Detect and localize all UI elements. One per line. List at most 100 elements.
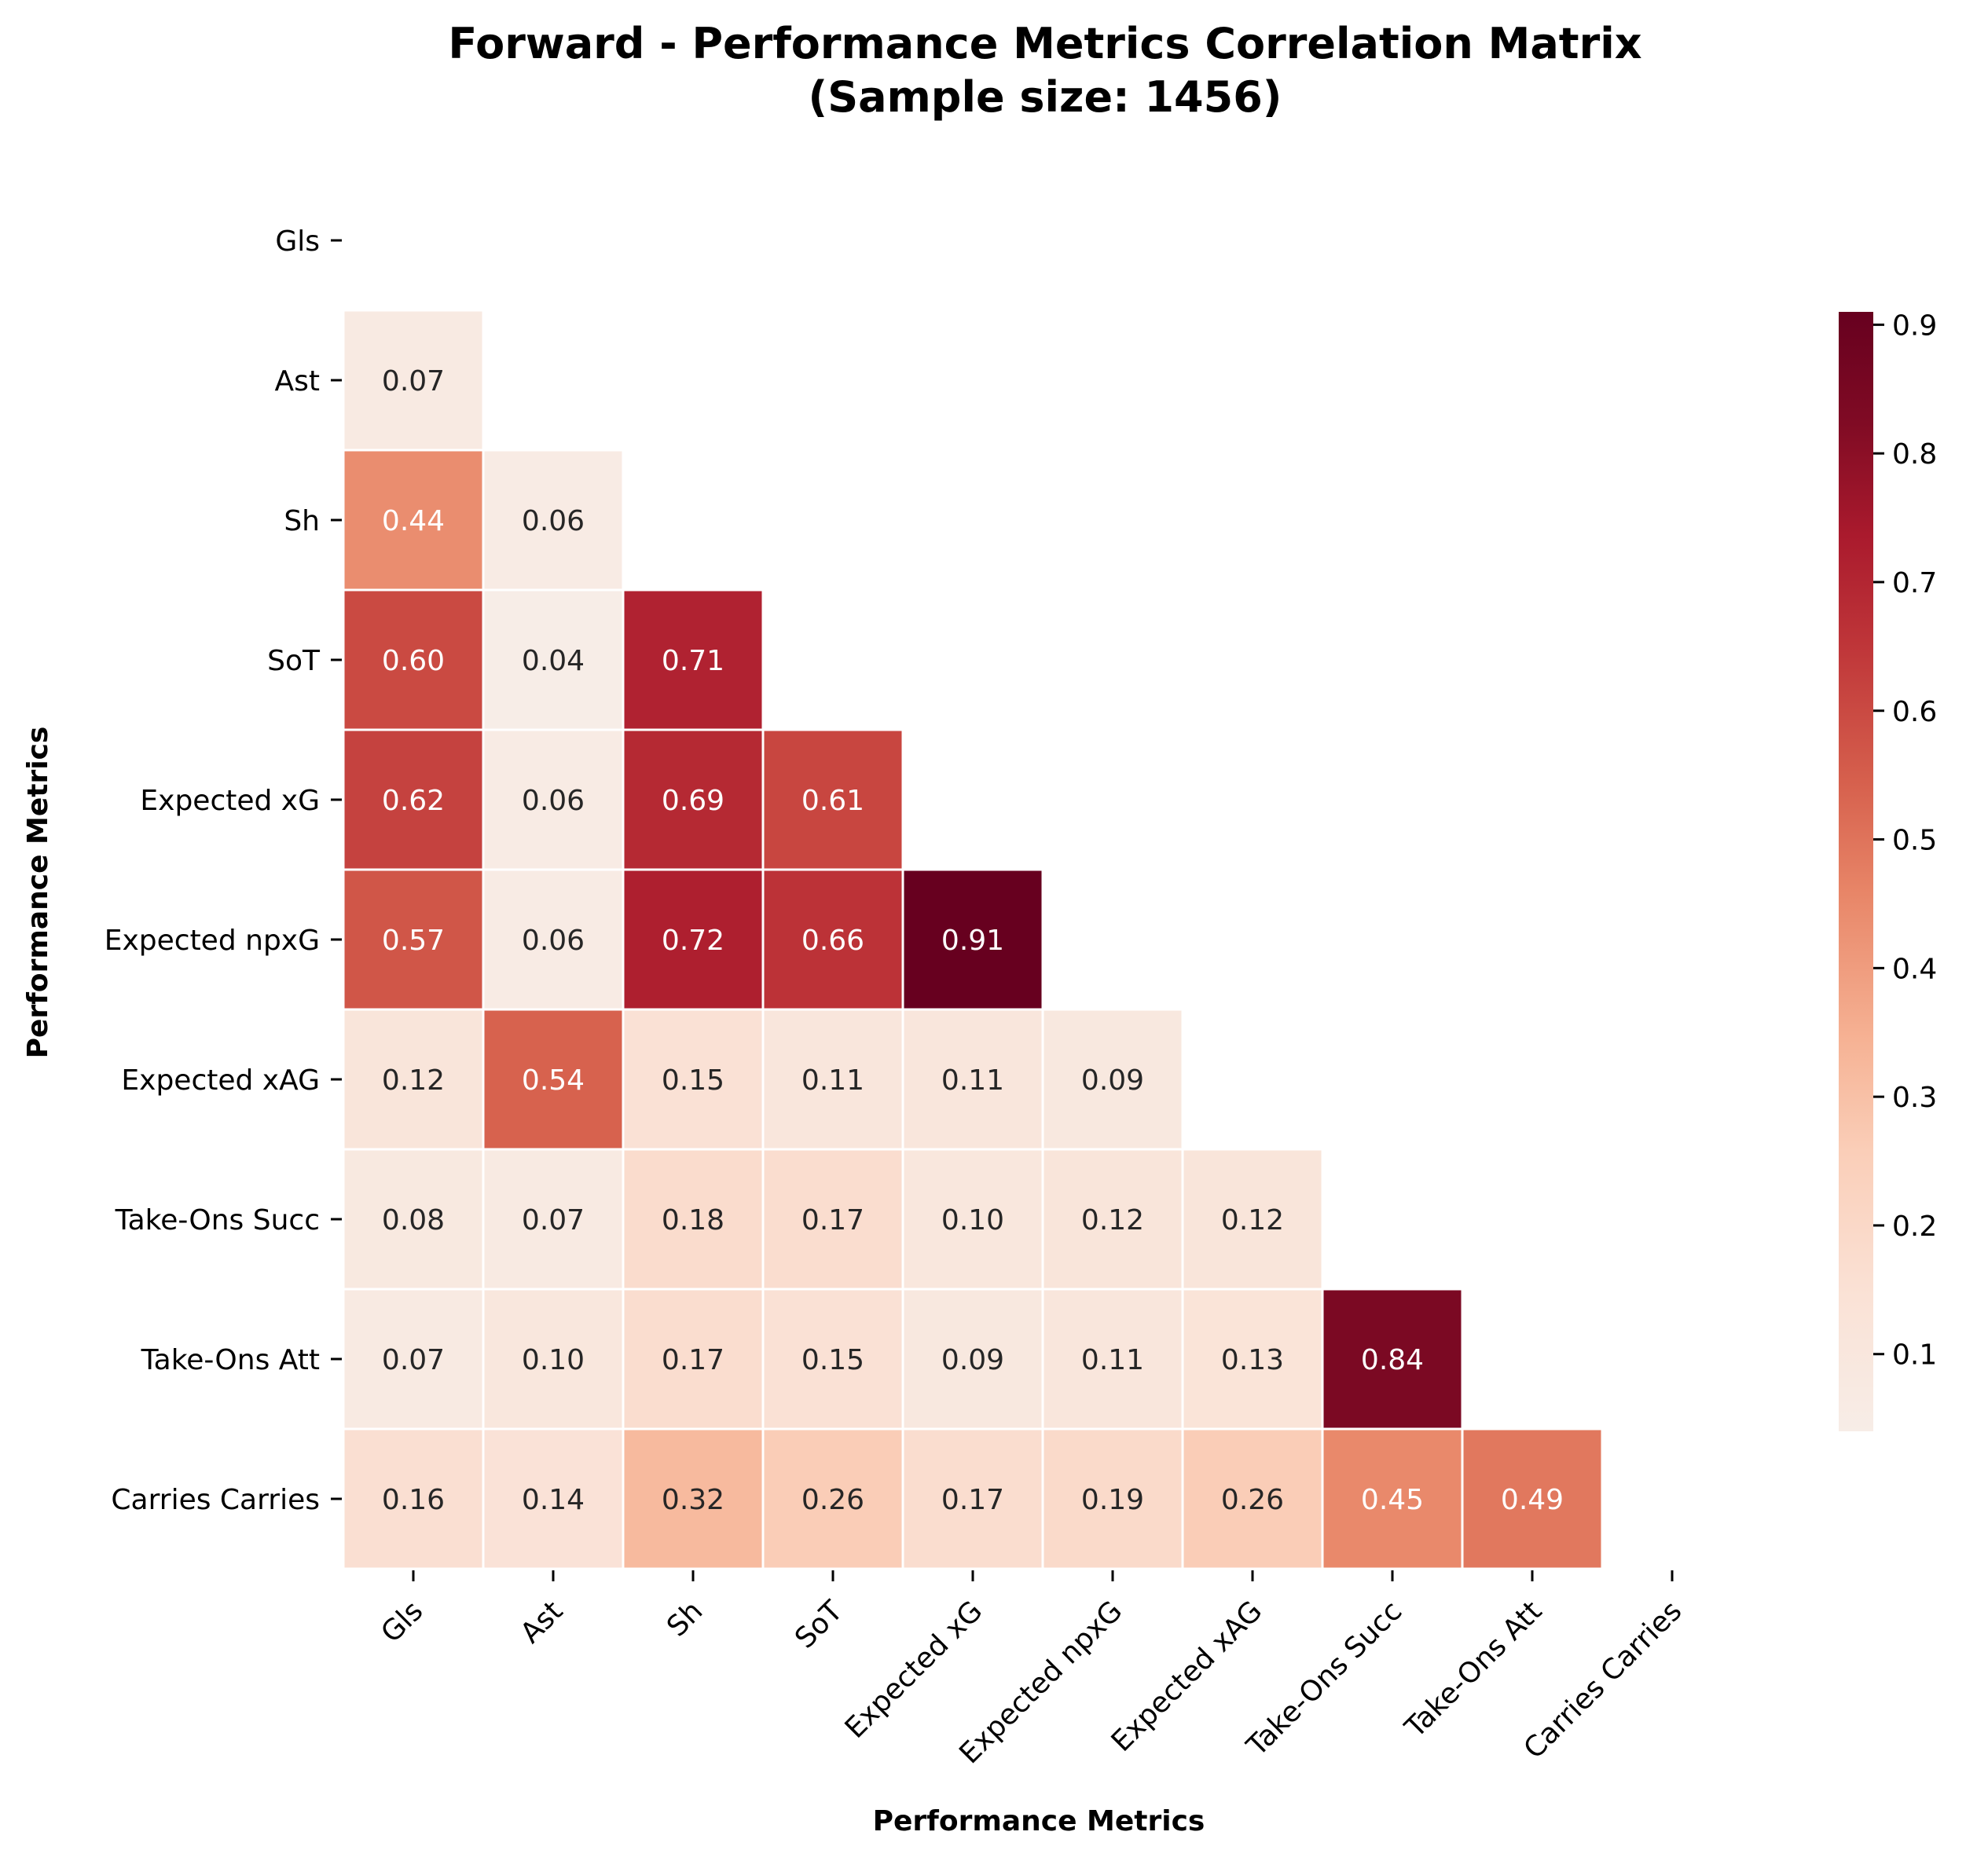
cell-value-label: 0.07 (522, 1204, 585, 1236)
heatmap-cells (342, 309, 1604, 1570)
cell-value-label: 0.09 (941, 1344, 1004, 1376)
heatmap-cell (482, 1427, 625, 1570)
heatmap-cell (761, 1148, 904, 1291)
y-tick-label: Expected xG (140, 785, 320, 817)
heatmap-cell (1041, 1008, 1184, 1151)
y-tick-label: Carries Carries (111, 1484, 320, 1516)
y-axis-title: Performance Metrics (22, 727, 54, 1059)
heatmap-cell (901, 1427, 1044, 1570)
y-tick-label: Ast (275, 365, 321, 397)
cell-value-label: 0.13 (1221, 1344, 1284, 1376)
cell-value-label: 0.11 (941, 1064, 1004, 1097)
heatmap-cell (1041, 1427, 1184, 1570)
cell-value-label: 0.17 (941, 1484, 1004, 1516)
cell-value-label: 0.11 (1081, 1344, 1144, 1376)
cell-value-label: 0.60 (382, 645, 445, 677)
cell-value-label: 0.04 (522, 645, 585, 677)
colorbar-tick-label: 0.7 (1892, 567, 1937, 599)
colorbar-tick-label: 0.9 (1892, 310, 1937, 342)
cell-value-label: 0.61 (801, 785, 864, 817)
cell-value-label: 0.62 (382, 785, 445, 817)
cell-value-label: 0.44 (382, 505, 445, 537)
colorbar-tick-label: 0.4 (1892, 953, 1937, 985)
cell-value-label: 0.84 (1361, 1344, 1424, 1376)
cell-value-label: 0.32 (662, 1484, 724, 1516)
x-tick-label: Sh (661, 1595, 709, 1643)
cell-value-label: 0.54 (522, 1064, 585, 1097)
cell-value-label: 0.17 (801, 1204, 864, 1236)
heatmap-cell (761, 728, 904, 871)
colorbar-tick-label: 0.6 (1892, 696, 1937, 728)
y-tick-label: Expected xAG (121, 1064, 320, 1097)
heatmap-cell (482, 728, 625, 871)
heatmap-cell (342, 1288, 485, 1431)
cell-value-label: 0.15 (662, 1064, 724, 1097)
cell-value-label: 0.71 (662, 645, 724, 677)
colorbar-tick-label: 0.1 (1892, 1339, 1937, 1372)
y-tick-label: Expected npxG (105, 925, 320, 957)
heatmap-cell (622, 588, 765, 731)
colorbar-tick-label: 0.3 (1892, 1082, 1937, 1114)
heatmap-cell (482, 449, 625, 592)
cell-value-label: 0.91 (941, 925, 1004, 957)
heatmap-cell (1181, 1427, 1324, 1570)
heatmap-cell (622, 1008, 765, 1151)
colorbar-gradient (1839, 312, 1873, 1431)
cell-value-label: 0.69 (662, 785, 724, 817)
heatmap-cell (482, 868, 625, 1011)
x-tick-label: Gls (375, 1595, 429, 1649)
cell-value-label: 0.06 (522, 925, 585, 957)
cell-value-label: 0.12 (1081, 1204, 1144, 1236)
heatmap-cell (482, 1008, 625, 1151)
x-axis-title: Performance Metrics (873, 1805, 1205, 1837)
heatmap-cell (342, 1008, 485, 1151)
x-tick-label: Take-Ons Att (1399, 1595, 1548, 1744)
heatmap-cell (482, 1148, 625, 1291)
cell-value-label: 0.14 (522, 1484, 585, 1516)
y-tick-label: Take-Ons Att (141, 1344, 320, 1376)
cell-value-label: 0.49 (1501, 1484, 1564, 1516)
y-tick-label: Gls (275, 225, 320, 258)
colorbar: 0.1 0.2 0.3 0.4 0.5 0.6 0.7 0.8 0.9 (1839, 310, 1937, 1431)
cell-value-label: 0.12 (1221, 1204, 1284, 1236)
cell-value-label: 0.11 (801, 1064, 864, 1097)
y-tick-label: Sh (284, 505, 320, 537)
cell-value-label: 0.26 (1221, 1484, 1284, 1516)
cell-value-label: 0.15 (801, 1344, 864, 1376)
heatmap-cell (761, 868, 904, 1011)
colorbar-tick-label: 0.5 (1892, 825, 1937, 857)
y-tick-label: SoT (267, 645, 321, 677)
cell-value-label: 0.19 (1081, 1484, 1144, 1516)
cell-value-label: 0.17 (662, 1344, 724, 1376)
cell-value-label: 0.06 (522, 785, 585, 817)
cell-value-label: 0.18 (662, 1204, 724, 1236)
heatmap-cell (761, 1427, 904, 1570)
cell-value-label: 0.08 (382, 1204, 445, 1236)
heatmap-cell (761, 1008, 904, 1151)
cell-value-label: 0.26 (801, 1484, 864, 1516)
colorbar-tick-label: 0.8 (1892, 438, 1937, 471)
heatmap-cell (342, 1427, 485, 1570)
cell-value-label: 0.66 (801, 925, 864, 957)
chart-subtitle: (Sample size: 1456) (809, 72, 1282, 122)
x-tick-label: SoT (789, 1595, 849, 1655)
cell-value-label: 0.16 (382, 1484, 445, 1516)
cell-value-label: 0.07 (382, 365, 445, 397)
heatmap-cell (342, 1148, 485, 1291)
heatmap-cell-labels: 0.07 0.44 0.06 0.60 0.04 0.71 0.62 0.06 0.69 0.61… (382, 365, 1564, 1516)
heatmap-cell (342, 449, 485, 592)
cell-value-label: 0.10 (941, 1204, 1004, 1236)
cell-value-label: 0.09 (1081, 1064, 1144, 1097)
heatmap-cell (1321, 1288, 1464, 1431)
cell-value-label: 0.06 (522, 505, 585, 537)
cell-value-label: 0.10 (522, 1344, 585, 1376)
heatmap-cell (622, 1427, 765, 1570)
x-tick-label: Ast (515, 1595, 570, 1650)
x-tick-label: Expected xG (839, 1595, 989, 1745)
x-tick-label: Expected xAG (1106, 1595, 1269, 1758)
heatmap-cell (622, 1288, 765, 1431)
y-tick-label: Take-Ons Succ (115, 1204, 320, 1236)
y-axis-ticks: Gls Ast Sh SoT Expected xG Expected npxG Expec… (105, 225, 342, 1516)
